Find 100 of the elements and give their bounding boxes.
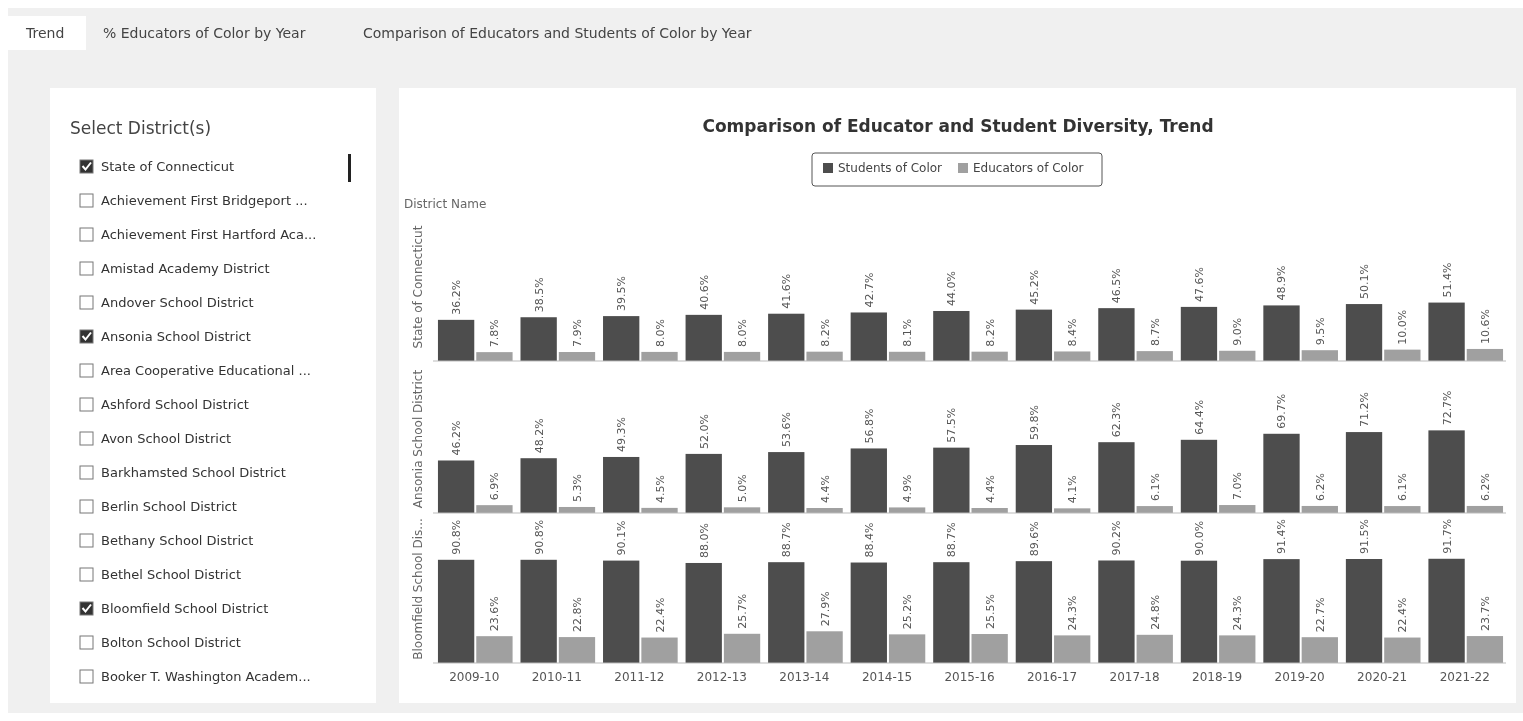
bar — [685, 453, 722, 513]
data-label: 4.4% — [983, 475, 997, 503]
data-label: 51.4% — [1440, 262, 1454, 298]
category-label: Booker T. Washington Academ... — [101, 669, 311, 684]
bar — [476, 636, 513, 663]
text: District Name — [404, 197, 487, 211]
data-label: 8.0% — [736, 318, 750, 347]
data-label: 8.1% — [901, 318, 915, 347]
x-tick-label: 2015-16 — [944, 670, 995, 684]
x-tick-label: 2011-12 — [614, 670, 665, 684]
bar — [1098, 560, 1135, 663]
data-label: 24.3% — [1231, 595, 1245, 631]
data-label: 25.7% — [736, 593, 750, 629]
data-label: 4.4% — [818, 475, 832, 503]
bar — [603, 316, 640, 361]
data-label: 40.6% — [697, 274, 711, 310]
bar — [1466, 348, 1504, 361]
bar — [1263, 433, 1300, 513]
bar — [768, 562, 805, 663]
data-label: 46.2% — [450, 420, 464, 456]
data-label: 4.5% — [653, 474, 667, 503]
data-label: 23.6% — [488, 596, 502, 632]
category-label: Andover School District — [101, 295, 254, 310]
data-label: 23.7% — [1478, 596, 1492, 632]
bar — [1054, 635, 1091, 663]
bar — [685, 562, 722, 663]
bar — [1384, 349, 1421, 361]
bar — [1098, 442, 1135, 513]
data-label: 50.1% — [1358, 264, 1372, 300]
data-label: 36.2% — [450, 279, 464, 315]
x-tick-label: 2016-17 — [1026, 670, 1078, 684]
bar — [603, 560, 640, 663]
data-label: 57.5% — [945, 407, 959, 443]
bar — [1384, 637, 1421, 663]
x-tick-label: 2010-11 — [531, 670, 582, 684]
data-label: 24.8% — [1148, 594, 1162, 630]
data-label: 9.0% — [1231, 317, 1245, 346]
x-tick-label: 2021-22 — [1439, 670, 1490, 684]
data-label: 88.7% — [780, 522, 794, 558]
category-label: Bethel School District — [101, 567, 241, 582]
data-label: 45.2% — [1027, 269, 1041, 305]
data-label: 8.4% — [1066, 318, 1080, 347]
data-label: 39.5% — [615, 276, 629, 312]
category-label: Bethany School District — [101, 533, 254, 548]
bar — [933, 310, 970, 361]
category-label: Barkhamsted School District — [101, 465, 286, 480]
text: Select District(s) — [70, 118, 212, 138]
legend-label: Educators of Color — [973, 161, 1084, 175]
bar — [1015, 309, 1053, 361]
bar — [603, 456, 640, 513]
data-label: 22.4% — [1396, 597, 1410, 633]
data-label: 46.5% — [1110, 268, 1124, 304]
bar — [1098, 308, 1135, 361]
bar — [1136, 351, 1173, 361]
data-label: 90.8% — [450, 519, 464, 555]
data-label: 25.5% — [983, 594, 997, 630]
bar — [685, 314, 722, 361]
x-tick-label: 2012-13 — [696, 670, 747, 684]
bar — [1015, 561, 1053, 663]
data-label: 4.9% — [901, 474, 915, 503]
data-label: 7.9% — [570, 319, 584, 348]
data-label: 91.4% — [1275, 519, 1289, 555]
data-label: 8.7% — [1148, 318, 1162, 347]
data-label: 6.2% — [1478, 473, 1492, 501]
data-label: 22.4% — [653, 597, 667, 633]
bar — [1301, 350, 1338, 361]
bar — [933, 447, 970, 513]
bar — [723, 633, 761, 663]
chart-title: Comparison of Educator and Student Diversity, Trend — [702, 116, 1214, 136]
bar — [476, 352, 513, 361]
data-label: 8.0% — [653, 318, 667, 347]
text: Trend — [25, 25, 65, 41]
data-label: 22.7% — [1313, 597, 1327, 633]
data-label: 8.2% — [983, 318, 997, 347]
data-label: 27.9% — [818, 591, 832, 627]
text: % Educators of Color by Year — [103, 25, 306, 41]
data-label: 62.3% — [1110, 402, 1124, 438]
bar — [1428, 430, 1465, 513]
bar — [1466, 636, 1504, 663]
bar — [1428, 558, 1465, 663]
data-label: 6.2% — [1313, 473, 1327, 501]
text: Comparison of Educators and Students of Color by Year — [363, 25, 752, 41]
category-label: Bolton School District — [101, 635, 241, 650]
data-label: 59.8% — [1027, 405, 1041, 441]
category-label: Ashford School District — [101, 397, 249, 412]
data-label: 48.2% — [532, 418, 546, 454]
data-label: 72.7% — [1440, 390, 1454, 426]
data-label: 91.7% — [1440, 518, 1454, 554]
data-label: 56.8% — [862, 408, 876, 444]
data-label: 90.1% — [615, 520, 629, 556]
bar — [850, 562, 887, 663]
y-axis-title: State of Connecticut — [411, 225, 425, 349]
bar — [1345, 432, 1383, 513]
data-label: 6.1% — [1148, 473, 1162, 502]
bar — [641, 351, 678, 361]
category-label: Achievement First Hartford Aca... — [101, 227, 317, 242]
x-tick-label: 2009-10 — [449, 670, 500, 684]
bar — [520, 458, 557, 513]
bar — [1345, 304, 1383, 361]
bar — [850, 448, 887, 513]
